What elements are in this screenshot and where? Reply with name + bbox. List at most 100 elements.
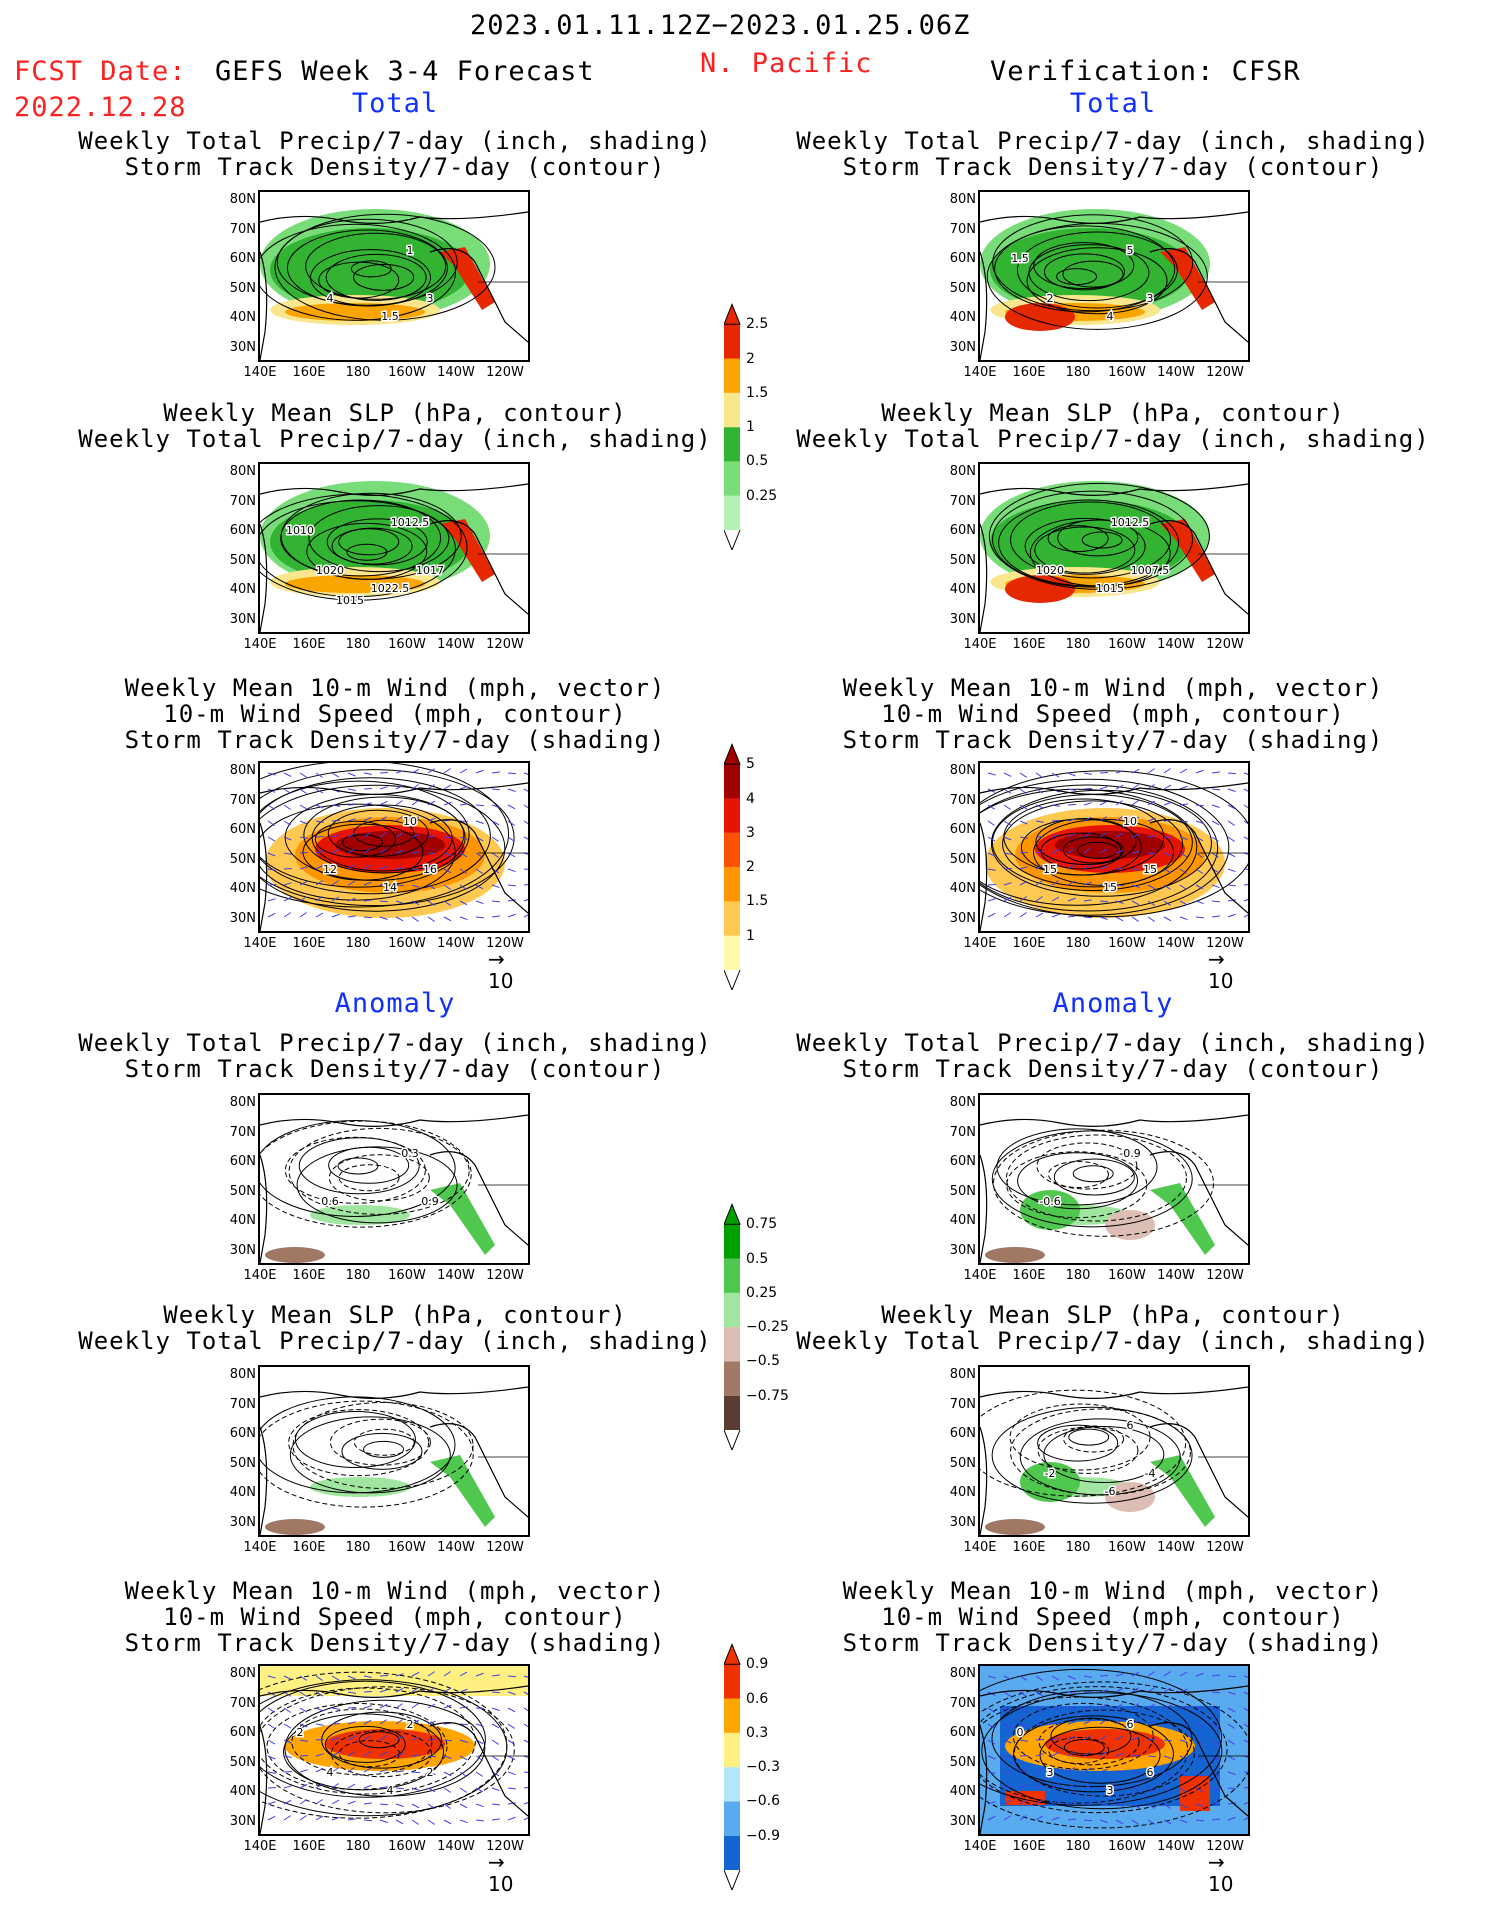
wind-vector (1147, 916, 1155, 922)
wind-vector (379, 1786, 388, 1789)
contour-label: 1020 (1036, 564, 1064, 577)
wind-vector (1083, 1690, 1093, 1693)
wind-vector (395, 816, 403, 822)
wind-vector (1115, 900, 1124, 905)
wind-vector (1227, 1802, 1236, 1805)
wind-vector (1243, 883, 1248, 886)
contour-label: 4 (387, 1784, 394, 1797)
wind-vector (395, 884, 405, 887)
wind-vector (507, 1816, 516, 1821)
colorbar-seg (724, 1327, 740, 1362)
wind-vector (315, 896, 323, 902)
wind-vector (1147, 835, 1156, 838)
map-panel-fc-4: 0.3 0.6 0.9 (258, 1093, 530, 1265)
panel-title-ob-1: Weekly Total Precip/7-day (inch, shading… (753, 128, 1473, 180)
panel-title-line: Weekly Total Precip/7-day (inch, shading… (796, 127, 1430, 155)
wind-vector (1195, 1672, 1204, 1677)
shade-anom-2 (430, 1183, 495, 1255)
wind-vector (395, 1819, 404, 1825)
coastline-arctic (980, 211, 1248, 224)
wind-vector (347, 897, 356, 902)
contour-line (1043, 1425, 1165, 1483)
lat-tick-label: 80N (229, 763, 256, 778)
lon-tick-label: 120W (486, 936, 524, 951)
contour-line (260, 769, 515, 907)
contour-label: 0.6 (321, 1195, 339, 1208)
wind-vector (299, 1707, 308, 1713)
panel-title-line: Weekly Total Precip/7-day (inch, shading… (78, 127, 712, 155)
wind-vector (1035, 1738, 1045, 1741)
wind-vector (507, 913, 516, 918)
lon-tick-label: 120W (486, 1839, 524, 1854)
lat-tick-label: 70N (229, 1396, 256, 1412)
wind-vector (283, 1739, 292, 1744)
wind-vector (475, 852, 483, 858)
shade-storm-a4 (1180, 1776, 1210, 1811)
wind-vector (475, 1787, 484, 1793)
wind-vector (1051, 1767, 1059, 1773)
wind-vector (1131, 868, 1141, 871)
wind-vector (1147, 1803, 1155, 1809)
panel-title-line: Weekly Total Precip/7-day (inch, shading… (796, 425, 1430, 453)
wind-vector (507, 899, 516, 902)
wind-vector (315, 1753, 324, 1757)
colorbar-seg (724, 1732, 740, 1768)
colorbar-seg (724, 901, 740, 936)
contour-line (1016, 231, 1178, 309)
wind-vector (1195, 769, 1204, 774)
wind-vector (1147, 817, 1156, 822)
lon-tick-label: 140E (963, 936, 997, 951)
lat-tick-label: 80N (229, 1095, 256, 1110)
wind-vector (523, 914, 528, 918)
contour-line (331, 527, 413, 565)
lon-tick-label: 140W (1157, 637, 1195, 652)
wind-vector (1083, 1802, 1092, 1805)
wind-vector (1115, 1735, 1124, 1741)
coastline-na (429, 819, 528, 914)
lat-tick-label: 30N (229, 611, 256, 627)
wind-vector (1083, 1767, 1092, 1773)
wind-vector (267, 898, 276, 902)
wind-vector (411, 833, 420, 838)
wind-vector (1067, 897, 1076, 902)
lat-tick-label: 50N (229, 851, 256, 867)
coastline-asia (980, 1725, 988, 1834)
wind-vector (299, 820, 308, 825)
lon-tick-label: 180 (345, 936, 371, 951)
wind-vector (427, 835, 436, 838)
contour-line (1017, 1152, 1139, 1210)
wind-vector (1131, 1736, 1140, 1741)
wind-vector (427, 1771, 436, 1776)
lat-tick-label: 40N (949, 1213, 976, 1228)
wind-vector (1243, 1723, 1248, 1728)
wind-vector (1211, 884, 1220, 889)
contour-label: 1.5 (1011, 252, 1029, 265)
wind-vector (1227, 868, 1236, 873)
panel-title-line: Weekly Mean SLP (hPa, contour) (163, 1301, 627, 1329)
section-anomaly-right: Anomaly (1052, 988, 1174, 1019)
wind-vector (427, 817, 436, 822)
wind-vector (1195, 884, 1204, 890)
wind-vector (1179, 1771, 1187, 1777)
colorbar-seg (724, 461, 740, 496)
wind-vector (1019, 788, 1027, 794)
wind-vector (379, 786, 388, 790)
map-canvas: 6 3 6 3 0 (980, 1666, 1248, 1834)
wind-vector (1099, 1689, 1108, 1693)
wind-vector (491, 852, 499, 858)
wind-vector (987, 1739, 996, 1745)
wind-vector (491, 900, 501, 903)
wind-vector (331, 1751, 340, 1757)
wind-vector (1195, 916, 1205, 919)
fcst-date: 2022.12.28 (14, 92, 187, 123)
wind-vector (411, 1703, 419, 1709)
wind-vector (1227, 1771, 1236, 1776)
contour-label: 2 (427, 1766, 434, 1779)
wind-vector (1067, 864, 1075, 870)
map-canvas: 1 4 3 1.5 (260, 209, 528, 360)
lon-tick-label: 180 (345, 637, 371, 652)
wind-vector (379, 1768, 388, 1773)
wind-vector (1243, 1691, 1248, 1695)
colorbar-seg (724, 1292, 740, 1328)
wind-vector (459, 803, 468, 806)
